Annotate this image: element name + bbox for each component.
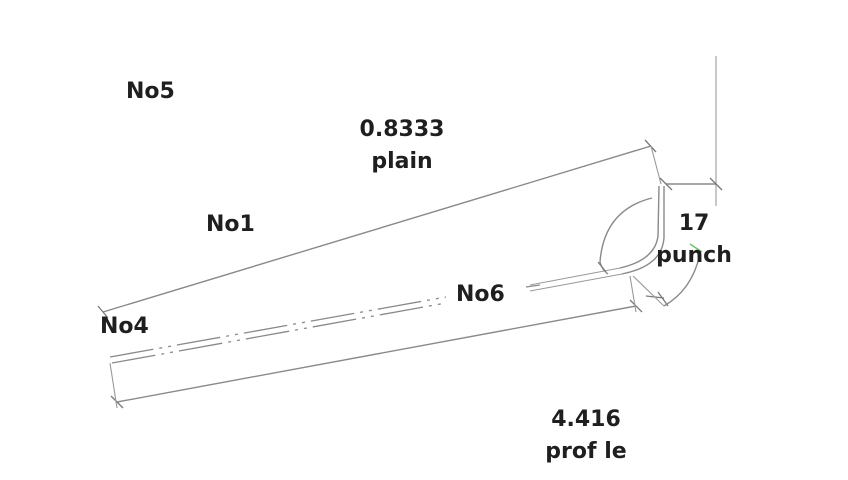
bend-inner: [621, 186, 665, 275]
bottom-extension-right: [629, 275, 637, 313]
dimension-top: 0.8333 plain: [352, 114, 452, 178]
dimension-radius-note: punch: [656, 243, 732, 268]
label-no1: No1: [206, 212, 255, 237]
bottom-extension-left: [109, 362, 118, 409]
flange-dimension-tick-left: [659, 177, 673, 191]
flange-dimension-tick-right: [709, 177, 723, 191]
radius-arrow-tick-b: [657, 291, 669, 307]
top-dimension-start-tick: [97, 305, 109, 319]
radius-arc-tick: [597, 261, 607, 273]
radius-accent-mark: [689, 243, 703, 253]
dimension-top-value: 0.8333: [359, 117, 445, 142]
profile-centerline-lower: [111, 302, 447, 364]
label-no5: No5: [126, 79, 175, 104]
dimension-bottom-note: prof le: [545, 439, 627, 464]
bottom-dimension-end-tick: [629, 299, 643, 313]
profile-dashes-right: [525, 284, 541, 288]
label-no4: No4: [100, 314, 149, 339]
radius-leader-line: [632, 275, 665, 307]
bend-outer: [619, 185, 660, 269]
label-no6: No6: [456, 282, 505, 307]
profile-centerline-upper: [109, 296, 447, 358]
bottom-dimension-start-tick: [110, 395, 124, 409]
top-dimension-line: [102, 145, 652, 313]
top-dimension-end-tick: [644, 139, 657, 153]
dimension-radius: 17 punch: [652, 208, 736, 272]
dimension-top-note: plain: [371, 149, 433, 174]
radius-arc-upper: [599, 197, 653, 275]
dimension-radius-value: 17: [678, 211, 710, 236]
dimension-bottom: 4.416 prof le: [536, 404, 636, 468]
bottom-dimension-line: [116, 305, 637, 403]
dimension-bottom-value: 4.416: [551, 407, 621, 432]
radius-arc-lower: [663, 253, 701, 307]
top-extension-line: [650, 145, 662, 185]
profile-segment-right-lower: [529, 273, 623, 292]
